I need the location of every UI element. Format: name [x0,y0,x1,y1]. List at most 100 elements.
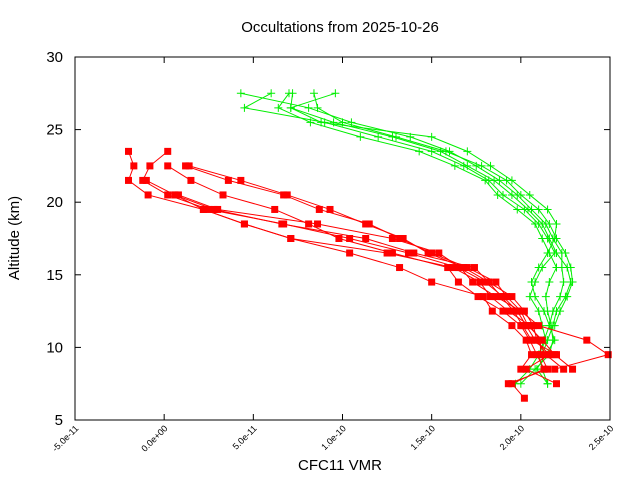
data-point [533,336,541,344]
y-tick-label: 25 [46,122,63,139]
data-point [164,191,172,199]
data-point [288,89,297,98]
data-point [542,351,550,359]
data-point [487,293,495,301]
profile-line [277,93,558,385]
data-point [450,161,459,170]
data-point [335,235,343,242]
data-point [399,235,407,242]
data-point [543,249,552,258]
data-point [490,176,499,185]
plot-border [74,56,611,421]
data-point [552,219,561,228]
profile-line [188,165,564,370]
data-point [146,162,154,170]
data-point [329,118,338,127]
data-point [551,365,559,373]
data-point [513,205,522,214]
data-point [205,205,213,213]
data-point [309,89,318,98]
data-point [493,190,502,199]
x-tick-label: 1.5e-10 [408,423,437,452]
data-point [529,322,537,330]
y-tick-label: 20 [46,194,63,211]
data-point [477,161,486,170]
data-point [267,89,276,98]
data-point [388,235,396,242]
data-point [305,220,313,228]
data-point [503,293,511,301]
data-point [507,176,516,185]
data-point [463,161,472,170]
data-point [125,176,132,184]
profile-line [290,93,572,355]
data-point [517,307,525,315]
data-point [535,322,543,330]
data-point [454,278,462,286]
data-point [488,307,496,315]
data-point [566,263,575,272]
data-point [552,249,561,258]
data-point [508,322,516,330]
series-green-profiles [236,89,577,388]
data-point [569,365,577,373]
data-point [519,322,527,330]
data-point [556,307,565,316]
data-point [346,235,354,242]
x-axis-label: CFC11 VMR [298,457,382,474]
data-point [497,293,505,301]
data-point [552,263,561,272]
data-point [508,293,516,301]
data-point [520,394,528,402]
data-point [525,190,534,199]
data-point [604,351,612,359]
data-point [199,205,207,213]
data-point [470,264,478,272]
data-point [545,278,554,287]
chart-title: Occultations from 2025-10-26 [241,19,439,36]
data-point [392,132,400,141]
data-point [185,162,193,170]
data-point [545,321,554,330]
data-point [528,351,536,359]
data-point [240,103,249,112]
data-point [479,293,487,301]
data-point [528,336,536,344]
data-point [306,118,315,127]
data-point [563,292,572,301]
data-point [536,351,544,359]
data-point [214,205,222,213]
data-point [568,278,577,287]
data-point [540,365,548,373]
data-point [210,205,218,213]
y-tick-label: 5 [55,412,63,429]
data-point [164,147,172,155]
data-point [428,278,436,286]
data-point [174,191,182,199]
data-point [278,220,286,228]
x-tick-label: 0.0e+00 [139,423,169,453]
data-point [428,249,436,257]
data-point [415,147,424,156]
data-point [125,147,132,155]
data-point [551,351,559,359]
data-point [164,162,172,170]
data-point [538,336,546,344]
data-point [533,351,541,359]
data-point [287,235,295,242]
data-point [449,264,457,272]
y-tick-label: 10 [46,339,63,356]
data-point [481,176,490,185]
data-point [532,365,541,374]
data-point [435,249,443,257]
data-point [476,278,484,286]
data-point [313,103,322,112]
data-point [460,264,468,272]
data-point [171,191,179,199]
data-point [560,365,568,373]
data-point [142,176,150,184]
data-point [523,205,532,214]
profile-line [289,92,558,384]
data-point [545,351,553,359]
